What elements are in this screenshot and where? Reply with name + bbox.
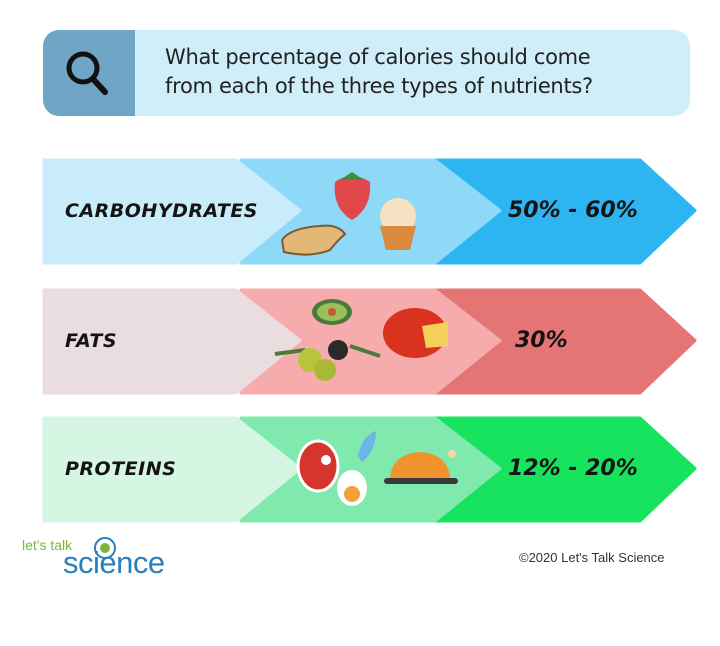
question-banner: What percentage of calories should come … xyxy=(43,30,690,116)
avocado-icon xyxy=(312,299,352,325)
proteins-label: PROTEINS xyxy=(65,458,177,480)
proteins-arrow-row xyxy=(42,416,697,523)
fats-arrow-row xyxy=(42,288,697,395)
carbohydrates-arrow-row xyxy=(42,158,697,265)
logo-top-text: let's talk xyxy=(22,537,73,553)
cupcake-icon xyxy=(380,198,416,250)
olives-icon xyxy=(274,340,381,381)
carbohydrates-percent: 50% - 60% xyxy=(508,198,638,223)
eye-logo-icon xyxy=(94,537,116,559)
steak-icon xyxy=(296,439,340,493)
label-arrow-segment xyxy=(42,288,302,395)
logo-bottom-text: science xyxy=(63,545,165,580)
fats-percent: 30% xyxy=(515,328,568,353)
fish-icon xyxy=(358,431,376,462)
fats-label: FATS xyxy=(65,330,118,352)
search-icon-panel xyxy=(43,30,135,116)
proteins-percent: 12% - 20% xyxy=(508,456,638,481)
question-line-2: from each of the three types of nutrient… xyxy=(165,74,593,98)
search-icon xyxy=(66,51,108,95)
bread-icon xyxy=(280,224,347,256)
strawberry-icon xyxy=(334,172,371,220)
question-line-1: What percentage of calories should come xyxy=(165,45,591,69)
label-arrow-segment xyxy=(42,416,302,523)
roast-chicken-icon xyxy=(384,450,458,484)
question-text: What percentage of calories should come … xyxy=(165,43,593,101)
carbohydrates-label: CARBOHYDRATES xyxy=(65,200,258,222)
cheese-icon xyxy=(383,308,448,358)
egg-icon xyxy=(337,470,367,506)
label-arrow-segment xyxy=(42,158,302,265)
copyright: ©2020 Let's Talk Science xyxy=(519,550,665,565)
